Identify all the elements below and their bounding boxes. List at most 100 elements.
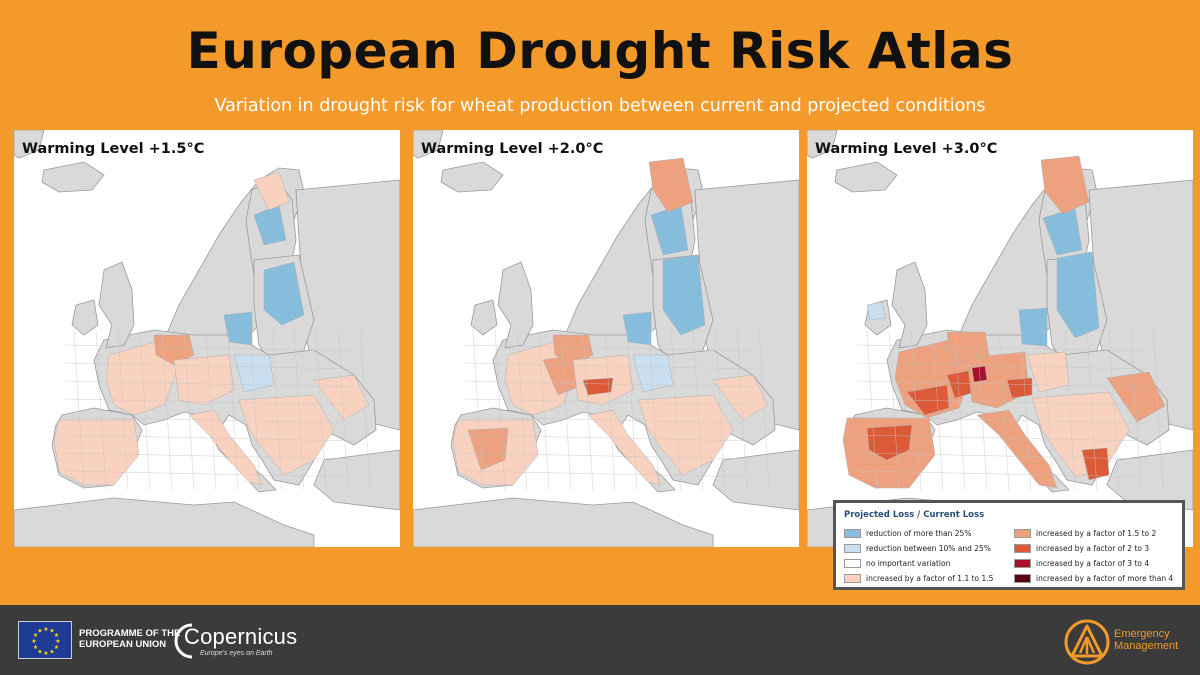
boundary-line <box>271 329 283 491</box>
boundary-line <box>856 362 1148 370</box>
boundary-line <box>1020 329 1032 491</box>
copernicus-logo: Copernicus Europe's eyes on Earth <box>170 619 297 663</box>
admin-boundaries <box>63 329 371 491</box>
footer-bar: ★ ★ ★ ★ ★ ★ ★ ★ ★ ★ ★ ★ PROGRAMME OF THE EUROPEA… <box>0 605 1200 675</box>
boundary-line <box>494 329 506 491</box>
eu-flag-icon: ★ ★ ★ ★ ★ ★ ★ ★ ★ ★ ★ ★ <box>18 621 72 659</box>
nuts-region-reduction-10-25 <box>866 301 886 321</box>
nuts-region-reduction-more-25 <box>263 261 305 326</box>
boundary-line <box>462 380 754 388</box>
boundary-line <box>249 329 261 491</box>
em-line-2: Management <box>1114 640 1179 652</box>
legend-label: increased by a factor of 1.1 to 1.5 <box>866 574 994 583</box>
legend-swatch <box>844 529 861 538</box>
boundary-line <box>648 329 660 491</box>
emergency-management-icon <box>1064 619 1110 665</box>
boundary-line <box>910 329 922 491</box>
boundary-line <box>954 329 966 491</box>
svg-text:★: ★ <box>49 648 54 655</box>
map-panel-2-0: Warming Level +2.0°C <box>413 130 799 547</box>
boundary-line <box>856 452 1148 460</box>
boundary-line <box>714 329 726 491</box>
nuts-region-factor-1-5-to-2 <box>1040 155 1090 215</box>
nuts-region-factor-1-5-to-2 <box>467 427 509 471</box>
svg-text:★: ★ <box>43 650 48 657</box>
north-africa-landmass <box>413 497 714 547</box>
legend-item: reduction of more than 25% <box>844 526 1004 541</box>
europe-map-2-0 <box>413 130 799 547</box>
ireland-landmass <box>71 299 99 336</box>
legend-swatch <box>844 544 861 553</box>
svg-text:★: ★ <box>54 644 59 651</box>
svg-text:★: ★ <box>33 644 38 651</box>
boundary-line <box>1064 329 1076 491</box>
legend-label: increased by a factor of 3 to 4 <box>1036 559 1150 568</box>
nuts-region-reduction-10-25 <box>233 354 275 393</box>
nuts-region-reduction-more-25 <box>1018 307 1048 347</box>
boundary-line <box>516 329 528 491</box>
legend-swatch <box>844 559 861 568</box>
boundary-line <box>604 329 616 491</box>
north-africa-landmass <box>14 497 315 547</box>
boundary-line <box>63 434 355 442</box>
legend-column-left: reduction of more than 25% reduction bet… <box>844 526 1004 586</box>
boundary-line <box>1086 329 1098 491</box>
boundary-line <box>73 329 85 491</box>
eu-programme-line-1: PROGRAMME OF THE <box>79 628 181 639</box>
nuts-region-factor-2-to-3 <box>1006 377 1033 399</box>
nuts-region-factor-1-1-to-1-5 <box>188 409 263 486</box>
nuts-region-factor-1-1-to-1-5 <box>313 374 370 421</box>
svg-text:★: ★ <box>31 638 36 645</box>
british-isles-landmass <box>497 261 534 349</box>
nuts-region-factor-1-1-to-1-5 <box>173 354 235 406</box>
svg-text:★: ★ <box>37 648 42 655</box>
admin-boundaries <box>462 329 770 491</box>
boundary-line <box>538 329 550 491</box>
boundary-line <box>63 452 355 460</box>
nuts-region-reduction-10-25 <box>632 354 674 393</box>
map-panel-label: Warming Level +1.5°C <box>22 141 205 157</box>
boundary-line <box>139 329 151 491</box>
map-panel-label: Warming Level +3.0°C <box>815 141 998 157</box>
legend-swatch <box>1014 559 1031 568</box>
nuts-region-reduction-more-25 <box>622 311 652 346</box>
boundary-line <box>63 398 355 406</box>
legend-title: Projected Loss / Current Loss <box>844 510 985 520</box>
boundary-line <box>670 329 682 491</box>
boundary-line <box>462 362 754 370</box>
map-panel-3-0: Warming Level +3.0°C <box>807 130 1193 547</box>
boundary-line <box>856 470 1148 478</box>
nuts-region-factor-2-to-3 <box>582 377 614 396</box>
iceland-landmass <box>41 161 105 193</box>
boundary-line <box>582 329 594 491</box>
nuts-region-factor-2-to-3 <box>906 384 950 416</box>
boundary-line <box>976 329 988 491</box>
legend-label: reduction between 10% and 25% <box>866 544 991 553</box>
europe-map-3-0 <box>807 130 1193 547</box>
admin-boundaries <box>856 329 1164 491</box>
iceland-landmass <box>834 161 898 193</box>
nuts-region-factor-1-1-to-1-5 <box>637 394 734 476</box>
svg-text:★: ★ <box>49 628 54 635</box>
boundary-line <box>560 329 572 491</box>
boundary-line <box>1108 329 1120 491</box>
svg-text:★: ★ <box>33 632 38 639</box>
map-panel-label: Warming Level +2.0°C <box>421 141 604 157</box>
svg-text:★: ★ <box>37 628 42 635</box>
boundary-line <box>472 329 484 491</box>
legend-item: increased by a factor of more than 4 <box>1014 571 1174 586</box>
legend-label: increased by a factor of 1.5 to 2 <box>1036 529 1157 538</box>
svg-text:★: ★ <box>55 638 60 645</box>
svg-text:★: ★ <box>43 626 48 633</box>
boundary-line <box>462 398 754 406</box>
boundary-line <box>866 329 878 491</box>
legend-item: increased by a factor of 2 to 3 <box>1014 541 1174 556</box>
boundary-line <box>293 329 305 491</box>
nuts-region-factor-1-5-to-2 <box>976 409 1058 489</box>
legend-label: reduction of more than 25% <box>866 529 972 538</box>
eu-programme-line-2: EUROPEAN UNION <box>79 639 167 650</box>
ireland-landmass <box>470 299 498 336</box>
greenland-landmass <box>807 130 838 159</box>
boundary-line <box>462 470 754 478</box>
boundary-line <box>359 329 371 491</box>
